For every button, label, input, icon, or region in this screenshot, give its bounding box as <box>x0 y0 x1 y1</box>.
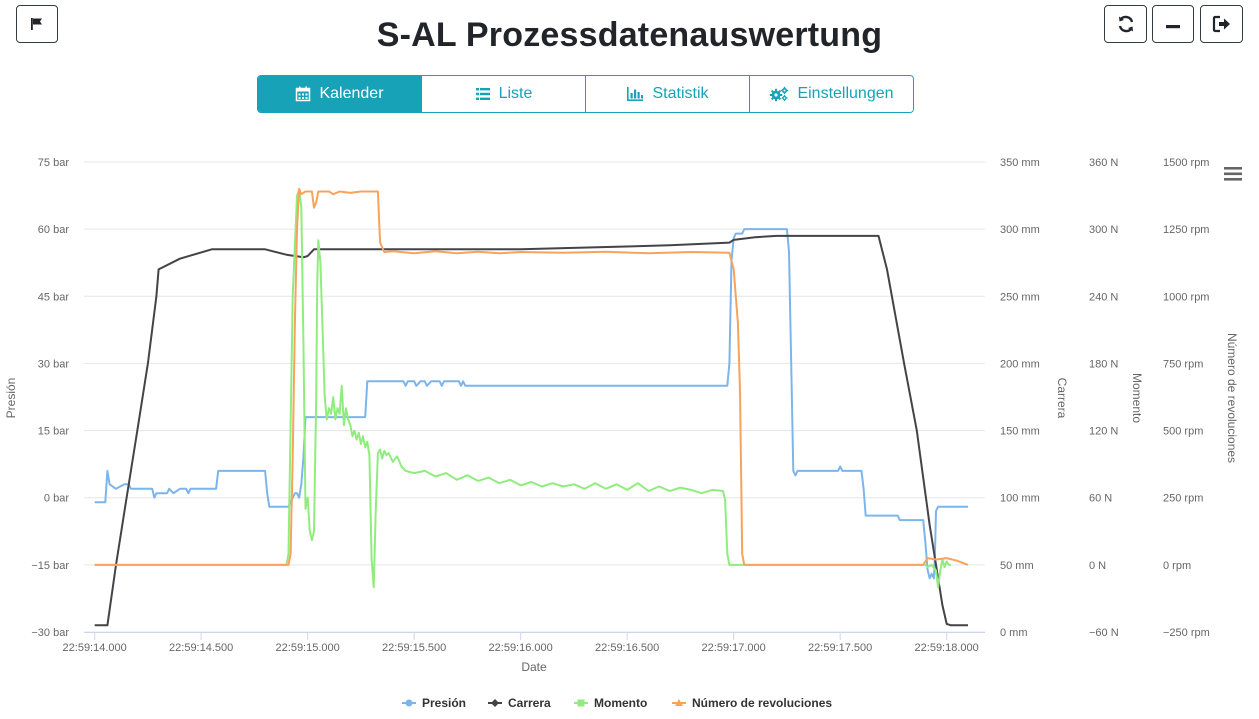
y-tick-label: 1000 rpm <box>1163 291 1209 303</box>
series-line-carrera[interactable] <box>94 234 968 627</box>
x-tick-label: 22:59:18.000 <box>915 642 979 654</box>
legend-item[interactable]: Carrera <box>488 696 551 710</box>
y-axis-revoluciones: 1500 rpm 1250 rpm 1000 rpm 750 rpm 500 rpm 25… <box>1163 157 1210 639</box>
y-tick-label: 120 N <box>1089 426 1118 438</box>
y-tick-label: 1500 rpm <box>1163 157 1209 169</box>
y-axis-revoluciones-title: Número de revoluciones <box>1225 333 1239 463</box>
y-tick-label: 500 rpm <box>1163 426 1203 438</box>
y-tick-label: 250 rpm <box>1163 493 1203 505</box>
x-tick-label: 22:59:16.500 <box>595 642 659 654</box>
y-tick-label: 30 bar <box>38 358 70 370</box>
gears-icon <box>770 86 789 102</box>
bar-chart-icon <box>627 87 644 101</box>
logout-icon <box>1212 15 1230 33</box>
report-button[interactable] <box>16 5 58 43</box>
calendar-icon <box>296 86 311 102</box>
y-tick-label: 100 mm <box>1000 493 1040 505</box>
y-tick-label: 60 N <box>1089 493 1112 505</box>
legend-marker <box>675 699 683 706</box>
series-line-n-mero-de-revoluciones[interactable] <box>94 187 969 566</box>
y-tick-label: 1250 rpm <box>1163 224 1209 236</box>
legend-item[interactable]: Presión <box>402 696 466 710</box>
chart-grid <box>84 161 985 633</box>
logout-button[interactable] <box>1200 5 1243 43</box>
tab-einstellungen[interactable]: Einstellungen <box>749 76 913 112</box>
legend-label: Momento <box>594 696 647 710</box>
tab-kalender[interactable]: Kalender <box>258 76 421 112</box>
tab-liste-label: Liste <box>498 85 533 102</box>
legend-marker <box>577 699 585 707</box>
y-tick-label: 50 mm <box>1000 560 1034 572</box>
tab-kalender-label: Kalender <box>319 85 384 102</box>
legend-marker <box>491 699 499 707</box>
tab-statistik[interactable]: Statistik <box>585 76 749 112</box>
y-tick-label: 250 mm <box>1000 291 1040 303</box>
legend-label: Número de revoluciones <box>692 696 832 710</box>
x-tick-label: 22:59:15.500 <box>382 642 446 654</box>
y-tick-label: 0 N <box>1089 560 1106 572</box>
tab-statistik-label: Statistik <box>652 85 709 102</box>
y-tick-label: −250 rpm <box>1163 627 1210 639</box>
list-icon <box>475 88 490 100</box>
series-layer <box>94 187 969 627</box>
y-tick-label: −30 bar <box>31 627 69 639</box>
y-tick-label: 60 bar <box>38 224 70 236</box>
y-tick-label: −60 N <box>1089 627 1119 639</box>
y-axis-momento-title: Momento <box>1130 373 1144 423</box>
y-tick-label: 0 bar <box>44 493 69 505</box>
y-tick-label: 200 mm <box>1000 358 1040 370</box>
x-tick-label: 22:59:14.500 <box>169 642 233 654</box>
x-tick-label: 22:59:17.500 <box>808 642 872 654</box>
y-tick-label: 750 rpm <box>1163 358 1203 370</box>
x-tick-label: 22:59:14.000 <box>63 642 127 654</box>
y-axis-momento: 360 N 300 N 240 N 180 N 120 N 60 N 0 N −60 N <box>1089 157 1119 639</box>
y-tick-label: 180 N <box>1089 358 1118 370</box>
y-tick-label: −15 bar <box>31 560 69 572</box>
tab-liste[interactable]: Liste <box>421 76 585 112</box>
y-tick-label: 45 bar <box>38 291 70 303</box>
y-tick-label: 360 N <box>1089 157 1118 169</box>
menu-icon[interactable] <box>1224 167 1242 181</box>
legend-marker <box>405 699 413 707</box>
main-tabs: Kalender Liste Statistik <box>257 75 914 113</box>
minimize-icon <box>1166 25 1180 29</box>
x-tick-label: 22:59:15.000 <box>276 642 340 654</box>
legend-label: Carrera <box>508 696 551 710</box>
y-axis-carrera: 350 mm 300 mm 250 mm 200 mm 150 mm 100 mm 50 m… <box>1000 157 1040 639</box>
x-tick-label: 22:59:16.000 <box>489 642 553 654</box>
y-axis-presion-title: Presión <box>4 378 18 419</box>
series-line-momento[interactable] <box>94 189 951 589</box>
y-tick-label: 15 bar <box>38 426 70 438</box>
tab-einstellungen-label: Einstellungen <box>797 85 894 102</box>
page-title: S-AL Prozessdatenauswertung <box>376 16 883 54</box>
y-tick-label: 350 mm <box>1000 157 1040 169</box>
legend-item[interactable]: Momento <box>574 696 647 710</box>
y-tick-label: 240 N <box>1089 291 1118 303</box>
process-data-chart: 75 bar 60 bar 45 bar 30 bar 15 bar 0 bar −15 b… <box>4 157 1242 710</box>
series-line-presi-n[interactable] <box>94 228 968 580</box>
y-axis-presion: 75 bar 60 bar 45 bar 30 bar 15 bar 0 bar −15 b… <box>31 157 69 639</box>
minimize-button[interactable] <box>1152 5 1194 43</box>
y-tick-label: 300 N <box>1089 224 1118 236</box>
y-axis-carrera-title: Carrera <box>1055 378 1069 419</box>
legend-item[interactable]: Número de revoluciones <box>672 696 832 710</box>
y-tick-label: 0 mm <box>1000 627 1028 639</box>
y-tick-label: 150 mm <box>1000 426 1040 438</box>
refresh-button[interactable] <box>1104 5 1147 43</box>
refresh-icon <box>1118 15 1133 33</box>
flag-icon <box>31 18 42 30</box>
chart-legend: Presión Carrera Momento Número de revolucio… <box>402 696 832 710</box>
legend-label: Presión <box>422 696 466 710</box>
y-tick-label: 300 mm <box>1000 224 1040 236</box>
y-tick-label: 75 bar <box>38 157 70 169</box>
y-tick-label: 0 rpm <box>1163 560 1191 572</box>
x-tick-label: 22:59:17.000 <box>702 642 766 654</box>
x-axis-title: Date <box>521 660 547 674</box>
x-axis: 22:59:14.000 22:59:14.500 22:59:15.000 22:5… <box>63 632 985 654</box>
